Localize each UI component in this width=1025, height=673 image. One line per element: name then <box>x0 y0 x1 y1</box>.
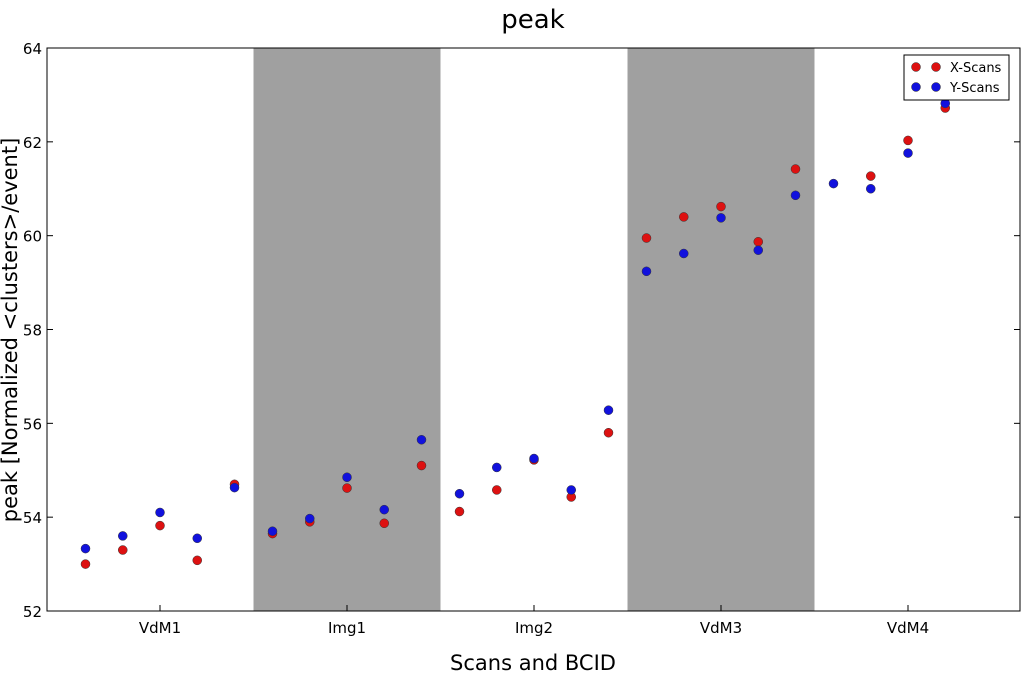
y-scan-point <box>828 178 839 189</box>
y-scan-point <box>305 513 315 524</box>
y-tick-label: 64 <box>23 40 42 58</box>
x-scan-point <box>866 171 876 181</box>
legend-marker <box>931 82 941 92</box>
y-scan-point <box>454 488 465 499</box>
legend-marker <box>931 62 941 72</box>
chart-title: peak <box>501 5 565 35</box>
x-scan-point <box>753 237 763 247</box>
shaded-bands <box>253 48 815 611</box>
data-points <box>80 98 950 569</box>
y-scan-point <box>229 482 240 493</box>
legend: X-Scans Y-Scans <box>903 54 1010 101</box>
shaded-band-img1 <box>253 48 441 611</box>
y-scan-point <box>529 453 539 464</box>
y-scan-point <box>566 485 576 495</box>
x-scan-point <box>342 483 352 493</box>
x-scan-point <box>155 520 165 531</box>
shaded-band-vdm3 <box>627 48 815 611</box>
y-scan-point <box>753 245 763 255</box>
legend-marker <box>911 82 921 92</box>
y-scan-point <box>267 526 278 536</box>
x-tick-label: VdM1 <box>139 619 181 637</box>
y-tick-label: 56 <box>23 415 42 433</box>
y-axis: 52 54 56 58 60 62 64 <box>23 40 1020 621</box>
y-tick-label: 52 <box>23 603 42 621</box>
x-scan-point <box>903 135 913 146</box>
legend-label: X-Scans <box>950 61 1002 76</box>
y-scan-point <box>903 148 913 158</box>
x-scan-point <box>192 555 202 566</box>
x-axis: VdM1 Img1 Img2 VdM3 VdM4 <box>139 605 929 637</box>
y-scan-point <box>118 531 128 541</box>
x-scan-point <box>603 427 614 438</box>
x-axis-label: Scans and BCID <box>450 651 616 673</box>
x-scan-point <box>379 518 389 529</box>
y-scan-point <box>342 472 352 483</box>
x-scan-point <box>454 506 465 517</box>
y-scan-point <box>716 213 726 223</box>
x-scan-point <box>641 233 652 243</box>
x-tick-label: Img2 <box>515 619 553 637</box>
y-scan-point <box>790 190 801 201</box>
x-scan-point <box>790 164 801 174</box>
x-scan-point <box>416 460 427 471</box>
y-scan-point <box>679 248 689 259</box>
y-scan-point <box>603 405 614 415</box>
x-scan-point <box>716 201 726 212</box>
legend-label: Y-Scans <box>949 81 1000 96</box>
plot-area-frame <box>46 47 1021 612</box>
x-tick-label: Img1 <box>328 619 366 637</box>
legend-box <box>903 54 1010 101</box>
y-scan-point <box>80 543 91 554</box>
y-tick-label: 60 <box>23 228 42 246</box>
y-scan-point <box>641 266 652 277</box>
y-scan-point <box>416 435 427 445</box>
x-tick-label: VdM3 <box>700 619 742 637</box>
y-tick-label: 58 <box>23 322 42 340</box>
x-scan-point <box>80 559 91 569</box>
y-tick-label: 54 <box>23 509 42 527</box>
x-tick-label: VdM4 <box>887 619 929 637</box>
y-axis-label: peak [Normalized <clusters>/event] <box>0 138 22 523</box>
y-scan-point <box>866 184 876 194</box>
y-tick-label: 62 <box>23 134 42 152</box>
legend-marker <box>911 62 921 72</box>
x-scan-point <box>492 485 502 495</box>
y-scan-point <box>155 507 165 518</box>
x-scan-point <box>118 545 128 555</box>
x-scan-point <box>679 212 689 222</box>
y-scan-point <box>192 533 202 544</box>
y-scan-point <box>492 462 502 473</box>
y-scan-point <box>379 504 389 515</box>
